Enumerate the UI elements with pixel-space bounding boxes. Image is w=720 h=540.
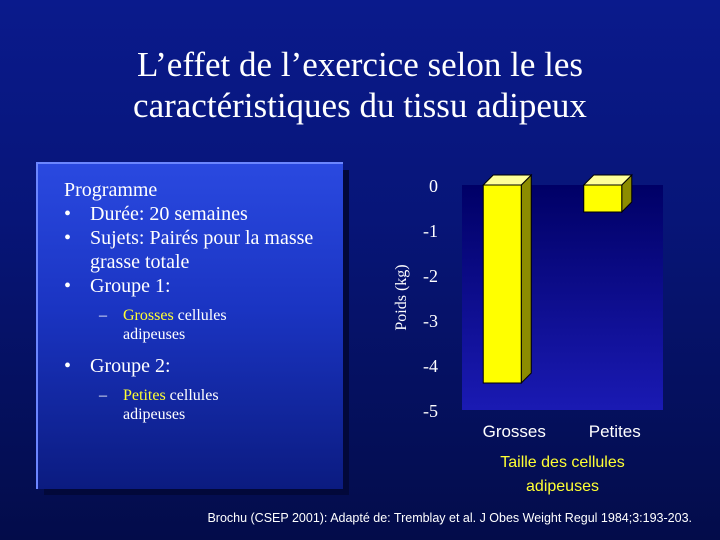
dash-glyph: – — [99, 307, 107, 324]
bullet-glyph: • — [64, 203, 72, 225]
program-heading: Programme — [64, 179, 158, 201]
bullet-duration: • Durée: 20 semaines — [64, 202, 315, 226]
x-axis-label-line2: adipeuses — [526, 478, 599, 495]
bullet-glyph: • — [64, 355, 72, 377]
y-tick-label: -1 — [423, 221, 438, 241]
bullet-glyph: • — [64, 227, 72, 249]
sub-group1-highlight: Grosses — [123, 307, 174, 324]
sub-group2: – Petites cellules adipeuses — [64, 386, 273, 424]
bullet-subjects: • Sujets: Pairés pour la masse grasse to… — [64, 226, 315, 274]
y-tick-label: -2 — [423, 266, 438, 286]
y-tick-label: -5 — [423, 401, 438, 421]
slide-title: L’effet de l’exercice selon le les carac… — [0, 44, 720, 126]
sub-group2-highlight: Petites — [123, 387, 166, 404]
dash-glyph: – — [99, 387, 107, 404]
y-tick-label: -3 — [423, 311, 438, 331]
program-text: Programme • Durée: 20 semaines • Sujets:… — [64, 178, 315, 424]
bar — [482, 184, 522, 384]
y-axis-label: Poids (kg) — [393, 264, 410, 330]
x-tick-label: Grosses — [483, 422, 546, 441]
source-footer: Brochu (CSEP 2001): Adapté de: Tremblay … — [207, 511, 692, 525]
title-line-2: caractéristiques du tissu adipeux — [133, 86, 587, 125]
bullet-group2-text: Groupe 2: — [90, 355, 171, 377]
y-tick-label: 0 — [429, 176, 438, 196]
x-tick-label: Petites — [589, 422, 641, 441]
bullet-duration-text: Durée: 20 semaines — [90, 203, 248, 225]
bullet-glyph: • — [64, 275, 72, 297]
bullet-subjects-text: Sujets: Pairés pour la masse grasse tota… — [90, 227, 314, 273]
bullet-group1: • Groupe 1: — [64, 274, 315, 298]
bar-chart: 0 -1 -2 -3 -4 -5 Poids (kg) Grosses Petites Taill… — [393, 173, 663, 495]
y-tick-label: -4 — [423, 356, 438, 376]
title-line-1: L’effet de l’exercice selon le les — [136, 45, 584, 84]
bar-side — [520, 173, 532, 385]
bullet-group2: • Groupe 2: — [64, 354, 315, 378]
sub-group1: – Grosses cellules adipeuses — [64, 306, 273, 344]
bar — [583, 184, 623, 213]
sub-group2-rest: cellules adipeuses — [123, 387, 219, 423]
bullet-group1-text: Groupe 1: — [90, 275, 171, 297]
program-panel: Programme • Durée: 20 semaines • Sujets:… — [36, 162, 343, 489]
sub-group1-rest: cellules adipeuses — [123, 307, 227, 343]
x-axis-label-line1: Taille des cellules — [500, 454, 625, 471]
